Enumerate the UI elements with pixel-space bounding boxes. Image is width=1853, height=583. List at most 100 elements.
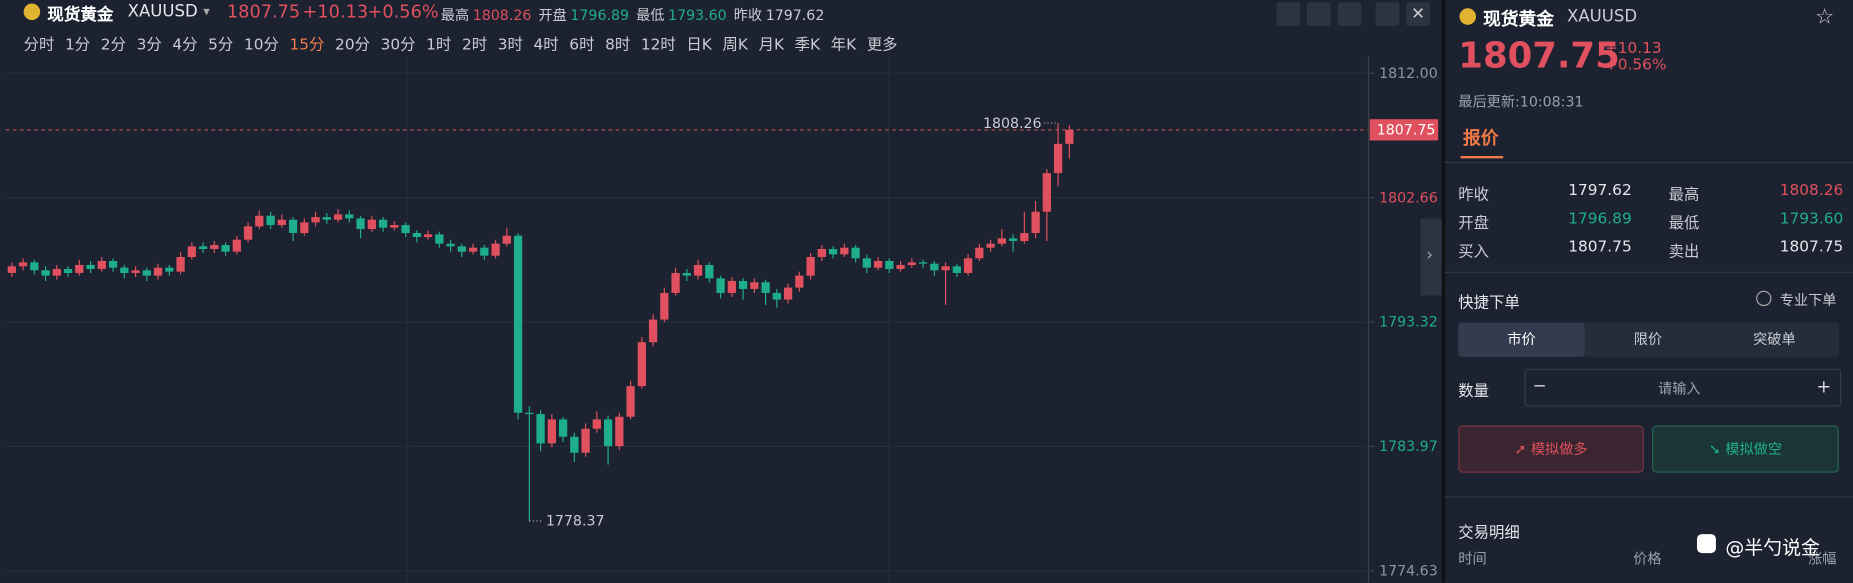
trades-title: 交易明细 xyxy=(1458,524,1520,543)
order-tab[interactable]: 突破单 xyxy=(1753,330,1796,348)
collapse-tab[interactable] xyxy=(1420,218,1442,296)
candle-body xyxy=(232,239,241,252)
qty-input[interactable]: − 请输入 + xyxy=(1524,368,1842,407)
close-button[interactable]: ✕ xyxy=(1406,2,1430,26)
pro-order-icon[interactable] xyxy=(1756,290,1772,307)
timeframe[interactable]: 12时 xyxy=(640,36,676,55)
panel-change: +10.13 xyxy=(1604,40,1662,58)
candle-body xyxy=(1053,143,1063,174)
candle-body xyxy=(772,292,781,300)
separator xyxy=(1444,161,1853,164)
quote-value: 1807.75 xyxy=(1568,238,1632,257)
timeframe[interactable]: 2分 xyxy=(100,36,126,55)
candle-body xyxy=(750,282,759,289)
timeframe[interactable]: 8时 xyxy=(605,36,631,55)
tool-button[interactable] xyxy=(1337,2,1362,26)
timeframe[interactable]: 4时 xyxy=(533,36,559,55)
gold-icon xyxy=(1459,8,1477,25)
candle-body xyxy=(615,416,624,447)
quote-label: 卖出 xyxy=(1668,243,1700,262)
timeframe[interactable]: 日K xyxy=(686,36,712,55)
timeframe[interactable]: 3时 xyxy=(497,36,523,55)
timeframe[interactable]: 分时 xyxy=(23,36,55,55)
timeframe[interactable]: 季K xyxy=(794,36,821,55)
timeframe[interactable]: 30分 xyxy=(380,36,416,55)
candle-body xyxy=(153,267,163,276)
candle-body xyxy=(986,243,995,248)
candle-body xyxy=(997,238,1006,244)
candle-body xyxy=(918,262,928,264)
gold-icon xyxy=(23,3,41,21)
stat-label: 最高 xyxy=(440,7,470,24)
candle-body xyxy=(108,260,118,268)
favorite-star[interactable]: ☆ xyxy=(1815,4,1835,30)
candle-body xyxy=(311,217,320,223)
candle-body xyxy=(1031,211,1040,234)
qty-plus[interactable]: + xyxy=(1816,375,1832,398)
candle-body xyxy=(873,260,883,268)
candle-body xyxy=(255,215,264,227)
candle-body xyxy=(840,247,849,255)
candle-body xyxy=(648,319,658,343)
pro-order-link[interactable]: 专业下单 xyxy=(1779,291,1837,309)
candle-body xyxy=(333,214,343,220)
candle-body xyxy=(783,287,793,300)
timeframe[interactable]: 15分 xyxy=(289,36,325,55)
tool-button[interactable] xyxy=(1276,2,1300,26)
tab-quote[interactable]: 报价 xyxy=(1463,127,1499,149)
quote-value: 1793.60 xyxy=(1779,210,1844,229)
timeframe[interactable]: 周K xyxy=(722,36,748,55)
collapse-arrow[interactable]: › xyxy=(1426,245,1433,264)
timeframe[interactable]: 10分 xyxy=(243,36,279,55)
candle-body xyxy=(52,268,61,276)
candle-body xyxy=(963,258,973,273)
qty-minus[interactable]: − xyxy=(1532,376,1547,396)
candle-body xyxy=(187,246,196,257)
change-pct: +0.56% xyxy=(367,1,439,23)
sell-label: 模拟做空 xyxy=(1725,440,1783,458)
quick-order-title: 快捷下单 xyxy=(1458,294,1520,312)
candle-body xyxy=(165,267,174,272)
qty-label: 数量 xyxy=(1458,382,1490,401)
candle-body xyxy=(851,247,860,259)
candle-body xyxy=(97,260,106,269)
order-tab[interactable]: 限价 xyxy=(1633,330,1663,348)
last-price-box xyxy=(1369,119,1439,141)
candle-body xyxy=(1020,233,1029,242)
timeframe[interactable]: 3分 xyxy=(136,36,162,55)
timeframe[interactable]: 5分 xyxy=(208,36,234,55)
candle-body xyxy=(828,249,838,255)
candle-body xyxy=(536,414,545,444)
timeframe[interactable]: 1时 xyxy=(426,36,452,55)
timeframe[interactable]: 20分 xyxy=(335,36,370,55)
timeframe[interactable]: 年K xyxy=(830,36,857,55)
sell-button[interactable]: ➘ 模拟做空 xyxy=(1652,425,1839,473)
candle-body xyxy=(727,280,736,293)
quote-value: 1797.62 xyxy=(1568,181,1632,200)
candle-chart: › 1812.00 1802.66 1793.32 1783.97 1774.63 180… xyxy=(5,56,1442,583)
timeframe[interactable]: 4分 xyxy=(172,36,198,55)
tool-button[interactable] xyxy=(1307,2,1331,26)
panel-symbol: XAUUSD xyxy=(1567,7,1638,26)
timeframe[interactable]: 2时 xyxy=(461,36,488,55)
y-tick-label: 1783.97 xyxy=(1379,439,1438,455)
dropdown-caret[interactable]: ▾ xyxy=(203,3,210,19)
order-tab[interactable]: 市价 xyxy=(1458,322,1585,357)
candle-body xyxy=(592,419,601,429)
timeframe[interactable]: 1分 xyxy=(65,36,91,55)
candle-body xyxy=(75,264,84,273)
candle-body xyxy=(446,243,455,247)
timeframe[interactable]: 6时 xyxy=(569,36,595,55)
buy-button[interactable]: ➚ 模拟做多 xyxy=(1458,425,1644,473)
price: 1807.75 xyxy=(226,1,301,23)
symbol-code[interactable]: XAUUSD xyxy=(127,2,198,22)
candle-body xyxy=(637,342,646,387)
candle-body xyxy=(930,263,939,271)
expand-button[interactable] xyxy=(1375,2,1400,26)
timeframe[interactable]: 更多 xyxy=(866,36,898,55)
candle-body xyxy=(142,270,151,276)
candle-body xyxy=(907,262,916,265)
timeframe[interactable]: 月K xyxy=(758,36,785,55)
candle-body xyxy=(198,246,208,250)
